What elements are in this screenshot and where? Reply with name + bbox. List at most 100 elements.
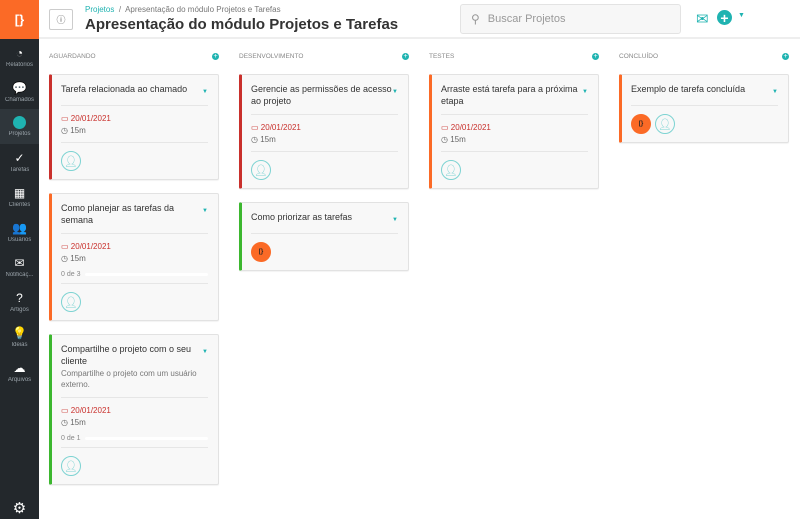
sidebar-item-clock[interactable]: Projetos <box>0 109 39 144</box>
sidebar-item-label: Clientes <box>8 201 31 208</box>
avatar[interactable]: 👤︎ <box>251 160 271 180</box>
column-title: DESENVOLVIMENTO <box>239 52 304 60</box>
task-date: ▭ 20/01/2021 <box>61 406 111 415</box>
avatar[interactable]: [} <box>631 114 651 134</box>
avatar[interactable]: 👤︎ <box>61 292 81 312</box>
clock-icon: ◷ <box>61 418 68 427</box>
calendar-icon: ▭ <box>441 123 449 132</box>
chevron-down-icon[interactable]: ▼ <box>202 208 208 214</box>
sidebar-item-envelope[interactable]: ✉ Notificaç... <box>0 249 39 284</box>
column: DESENVOLVIMENTO + Gerencie as permissões … <box>239 50 409 284</box>
sidebar-item-question[interactable]: ? Artigos <box>0 284 39 319</box>
sidebar-item-lightbulb[interactable]: 💡 Ideias <box>0 319 39 354</box>
add-task-button[interactable]: + <box>402 52 409 60</box>
calendar-icon: ▭ <box>61 406 69 415</box>
breadcrumb-projetos[interactable]: Projetos <box>85 5 115 14</box>
sidebar-item-label: Ideias <box>11 341 28 348</box>
sidebar-item-building[interactable]: ▦ Clientes <box>0 179 39 214</box>
column-title: CONCLUÍDO <box>619 52 659 60</box>
page-title: Apresentação do módulo Projetos e Tarefa… <box>85 16 399 33</box>
avatar[interactable]: 👤︎ <box>441 160 461 180</box>
chevron-down-icon[interactable]: ▼ <box>582 89 588 95</box>
envelope-icon[interactable]: ✉ <box>696 11 709 28</box>
chevron-down-icon[interactable]: ▼ <box>392 89 398 95</box>
check-icon: ✓ <box>14 150 25 165</box>
lightbulb-icon: 💡 <box>12 325 27 340</box>
sidebar-item-label: Projetos <box>8 131 31 137</box>
add-task-button[interactable]: + <box>782 52 789 60</box>
column-title: AGUARDANDO <box>49 52 96 60</box>
task-time: ◷ 15m <box>61 254 86 263</box>
sidebar-item-label: Tarefas <box>9 166 30 173</box>
building-icon: ▦ <box>13 185 26 200</box>
task-date: ▭ 20/01/2021 <box>441 123 491 132</box>
clock-icon <box>13 116 26 129</box>
user-icon: 👤︎ <box>658 118 672 131</box>
task-card[interactable]: Gerencie as permissões de acesso ao proj… <box>239 74 409 189</box>
app-logo[interactable]: [} <box>0 0 39 39</box>
add-button[interactable]: + <box>717 10 732 25</box>
task-card[interactable]: Exemplo de tarefa concluída ▼ [} 👤︎ <box>619 74 789 143</box>
user-icon: 👤︎ <box>64 460 78 473</box>
task-time: ◷ 15m <box>251 135 276 144</box>
avatar[interactable]: 👤︎ <box>655 114 675 134</box>
pie-chart-icon: ◔ <box>15 45 24 60</box>
column-header: DESENVOLVIMENTO + <box>239 50 409 62</box>
sidebar-item-label: Usuários <box>7 236 32 243</box>
chevron-down-icon[interactable]: ▼ <box>772 89 778 95</box>
clock-icon: ◷ <box>251 135 258 144</box>
chat-icon: 💬 <box>12 80 27 95</box>
add-task-button[interactable]: + <box>592 52 599 60</box>
task-date: ▭ 20/01/2021 <box>61 242 111 251</box>
progress-bar <box>85 437 208 440</box>
users-icon: 👥 <box>12 220 27 235</box>
header: ⓘ Projetos / Apresentação do módulo Proj… <box>39 0 800 39</box>
search-box: ⚲ <box>460 4 681 34</box>
search-input[interactable] <box>487 13 668 25</box>
task-card[interactable]: Arraste está tarefa para a próxima etapa… <box>429 74 599 189</box>
task-date: ▭ 20/01/2021 <box>61 114 111 123</box>
sidebar-item-cloud[interactable]: ☁ Arquivos <box>0 354 39 389</box>
task-time: ◷ 15m <box>61 126 86 135</box>
user-icon: 👤︎ <box>254 164 268 177</box>
user-icon: 👤︎ <box>64 296 78 309</box>
task-time: ◷ 15m <box>61 418 86 427</box>
checklist-progress: 0 de 3 <box>61 271 208 278</box>
task-card[interactable]: Tarefa relacionada ao chamado ▼ ▭ 20/01/20… <box>49 74 219 180</box>
info-button[interactable]: ⓘ <box>49 9 73 30</box>
avatar[interactable]: 👤︎ <box>61 456 81 476</box>
gear-icon[interactable]: ⚙ <box>12 500 27 517</box>
info-icon: ⓘ <box>56 15 66 25</box>
chevron-down-icon[interactable]: ▼ <box>202 89 208 95</box>
sidebar-item-check[interactable]: ✓ Tarefas <box>0 144 39 179</box>
chevron-down-icon[interactable]: ▼ <box>738 12 745 19</box>
clock-icon: ◷ <box>61 126 68 135</box>
avatar[interactable]: 👤︎ <box>61 151 81 171</box>
column: AGUARDANDO + Tarefa relacionada ao chamad… <box>49 50 219 498</box>
sidebar-item-chat[interactable]: 💬 Chamados <box>0 74 39 109</box>
sidebar-item-pie-chart[interactable]: ◔ Relatórios <box>0 39 39 74</box>
add-task-button[interactable]: + <box>212 52 219 60</box>
task-card[interactable]: Como priorizar as tarefas ▼ [} <box>239 202 409 271</box>
task-description: Compartilhe o projeto com um usuário ext… <box>61 368 208 398</box>
sidebar-item-label: Chamados <box>4 96 34 103</box>
task-title: Como priorizar as tarefas <box>251 212 353 222</box>
task-card[interactable]: Compartilhe o projeto com o seu cliente ▼… <box>49 334 219 485</box>
chevron-down-icon[interactable]: ▼ <box>392 217 398 223</box>
envelope-icon: ✉ <box>14 255 25 270</box>
column-header: TESTES + <box>429 50 599 62</box>
task-title: Como planejar as tarefas da semana <box>61 203 175 225</box>
question-icon: ? <box>16 290 23 305</box>
calendar-icon: ▭ <box>61 242 69 251</box>
sidebar-item-label: Relatórios <box>5 61 33 68</box>
task-card[interactable]: Como planejar as tarefas da semana ▼ ▭ 20/… <box>49 193 219 321</box>
column-header: CONCLUÍDO + <box>619 50 789 62</box>
sidebar-item-label: Arquivos <box>7 376 32 383</box>
search-icon: ⚲ <box>471 12 480 26</box>
column: TESTES + Arraste está tarefa para a próxi… <box>429 50 599 202</box>
calendar-icon: ▭ <box>61 114 69 123</box>
sidebar-item-users[interactable]: 👥 Usuários <box>0 214 39 249</box>
chevron-down-icon[interactable]: ▼ <box>202 349 208 355</box>
avatar[interactable]: [} <box>251 242 271 262</box>
column-header: AGUARDANDO + <box>49 50 219 62</box>
